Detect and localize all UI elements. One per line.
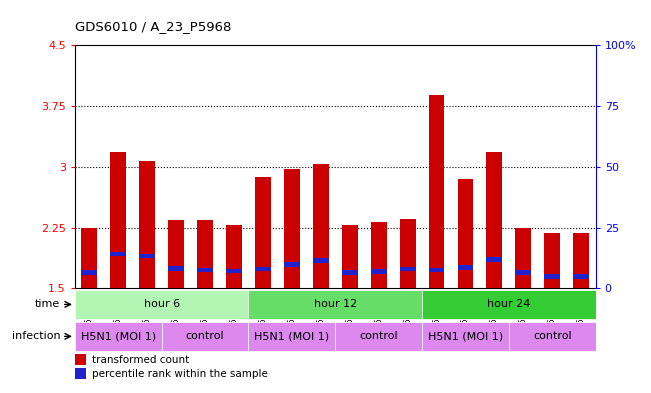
Text: hour 6: hour 6: [144, 299, 180, 309]
Bar: [139, 161, 155, 288]
Bar: [544, 274, 561, 279]
Bar: [75, 321, 161, 351]
Bar: [486, 152, 503, 288]
Text: time: time: [35, 299, 61, 309]
Bar: [255, 267, 271, 272]
Bar: [197, 268, 213, 272]
Bar: [370, 222, 387, 288]
Text: transformed count: transformed count: [92, 355, 189, 365]
Bar: [458, 179, 473, 288]
Text: percentile rank within the sample: percentile rank within the sample: [92, 369, 268, 379]
Bar: [255, 177, 271, 288]
Bar: [168, 266, 184, 271]
Bar: [509, 321, 596, 351]
Text: control: control: [186, 331, 225, 342]
Bar: [75, 290, 249, 319]
Bar: [544, 233, 561, 288]
Bar: [168, 220, 184, 288]
Bar: [249, 321, 335, 351]
Bar: [284, 262, 300, 266]
Bar: [161, 321, 249, 351]
Text: H5N1 (MOI 1): H5N1 (MOI 1): [81, 331, 156, 342]
Bar: [574, 274, 589, 279]
Text: infection: infection: [12, 331, 61, 342]
Text: hour 12: hour 12: [314, 299, 357, 309]
Bar: [284, 169, 300, 288]
Bar: [110, 152, 126, 288]
Bar: [516, 228, 531, 288]
Bar: [110, 252, 126, 256]
Bar: [400, 267, 415, 272]
Bar: [139, 254, 155, 259]
Bar: [313, 163, 329, 288]
Bar: [342, 225, 357, 288]
Bar: [75, 354, 87, 365]
Bar: [226, 225, 242, 288]
Bar: [335, 321, 422, 351]
Text: control: control: [359, 331, 398, 342]
Bar: [197, 220, 213, 288]
Bar: [81, 228, 97, 288]
Bar: [422, 321, 509, 351]
Text: H5N1 (MOI 1): H5N1 (MOI 1): [255, 331, 329, 342]
Bar: [428, 268, 445, 272]
Bar: [422, 290, 596, 319]
Bar: [342, 270, 357, 275]
Bar: [249, 290, 422, 319]
Text: H5N1 (MOI 1): H5N1 (MOI 1): [428, 331, 503, 342]
Text: control: control: [533, 331, 572, 342]
Bar: [313, 258, 329, 263]
Bar: [81, 270, 97, 275]
Bar: [516, 270, 531, 275]
Bar: [370, 270, 387, 274]
Bar: [400, 219, 415, 288]
Bar: [486, 257, 503, 262]
Bar: [75, 368, 87, 379]
Bar: [226, 268, 242, 273]
Text: GDS6010 / A_23_P5968: GDS6010 / A_23_P5968: [75, 20, 231, 33]
Bar: [428, 95, 445, 288]
Bar: [574, 233, 589, 288]
Bar: [458, 265, 473, 270]
Text: hour 24: hour 24: [487, 299, 531, 309]
